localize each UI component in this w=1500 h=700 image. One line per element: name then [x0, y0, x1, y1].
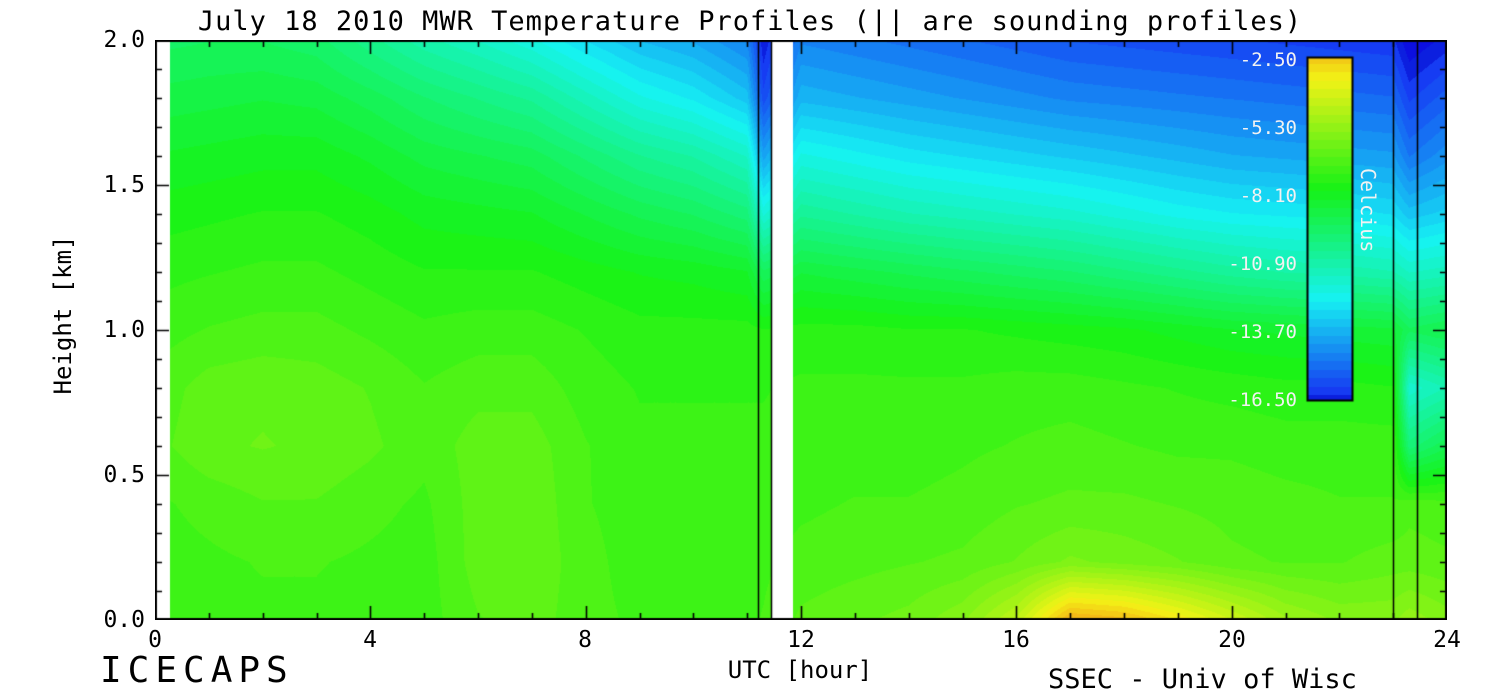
y-tick-label: 1.5: [103, 172, 145, 198]
colorbar-tick-label: -8.10: [1239, 185, 1297, 207]
y-tick-label: 0.5: [103, 462, 145, 488]
x-tick-label: 24: [1433, 627, 1461, 653]
x-tick-label: 4: [363, 627, 377, 653]
chart-title: July 18 2010 MWR Temperature Profiles (|…: [197, 6, 1303, 37]
y-tick-label: 0.0: [103, 607, 145, 633]
colorbar-title: Celcius: [1356, 168, 1380, 253]
project-label: ICECAPS: [100, 650, 294, 691]
x-tick-label: 16: [1002, 627, 1030, 653]
colorbar-tick-label: -16.50: [1228, 389, 1297, 411]
colorbar-tick-label: -13.70: [1228, 321, 1297, 343]
y-axis-label: Height [km]: [49, 235, 77, 395]
x-tick-label: 12: [787, 627, 815, 653]
y-tick-label: 2.0: [103, 27, 145, 53]
colorbar-tick-label: -10.90: [1228, 253, 1297, 275]
colorbar-tick-label: -2.50: [1239, 49, 1297, 71]
x-tick-label: 0: [148, 627, 162, 653]
credit-label: SSEC - Univ of Wisc: [1048, 664, 1357, 695]
x-axis-label: UTC [hour]: [727, 656, 873, 684]
y-tick-label: 1.0: [103, 317, 145, 343]
x-tick-label: 20: [1218, 627, 1246, 653]
x-tick-label: 8: [578, 627, 592, 653]
temperature-heatmap: [155, 40, 1447, 620]
colorbar-tick-label: -5.30: [1239, 117, 1297, 139]
